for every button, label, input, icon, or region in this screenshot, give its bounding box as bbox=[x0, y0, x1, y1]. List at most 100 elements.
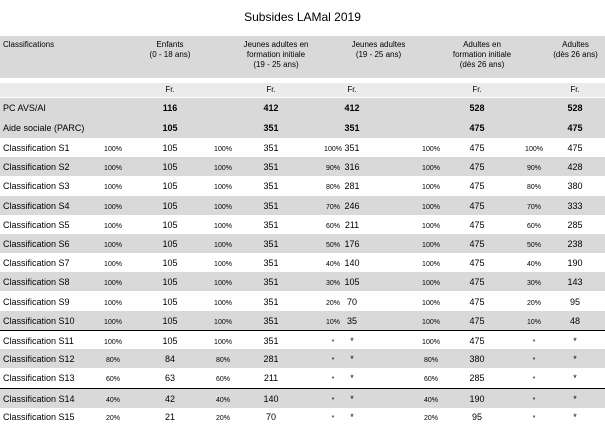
row-percent: 100% bbox=[422, 319, 440, 326]
row-percent: 100% bbox=[422, 165, 440, 172]
row-percent: 60% bbox=[526, 223, 541, 230]
row-percent: 50% bbox=[325, 242, 340, 249]
row-percent: 60% bbox=[325, 223, 340, 230]
row-percent: 100% bbox=[214, 223, 232, 230]
row-percent: 100% bbox=[104, 146, 122, 153]
row-value: 105 bbox=[162, 201, 178, 211]
row-percent: 70% bbox=[526, 204, 541, 211]
row-label: Classification S13 bbox=[3, 373, 75, 383]
header-classifications: Classifications bbox=[3, 40, 55, 49]
row-label: Classification S2 bbox=[3, 162, 70, 172]
row-percent: 60% bbox=[423, 376, 438, 383]
table-row: Classification S6 100% 105 100% 351 50% 176 100… bbox=[0, 234, 605, 253]
row-percent: 20% bbox=[526, 300, 541, 307]
row-percent: * bbox=[331, 339, 335, 346]
row-value: 105 bbox=[344, 277, 360, 287]
row-percent: * bbox=[532, 415, 536, 422]
row-value: 528 bbox=[469, 103, 485, 113]
row-percent: * bbox=[331, 376, 335, 383]
row-value: 105 bbox=[162, 297, 178, 307]
row-value: * bbox=[573, 394, 577, 404]
row-value: * bbox=[573, 354, 577, 364]
row-value: 105 bbox=[162, 258, 178, 268]
row-percent: 20% bbox=[105, 415, 120, 422]
table-row: Classification S9 100% 105 100% 351 20% 70 100%… bbox=[0, 292, 605, 311]
row-label: Classification S11 bbox=[3, 336, 74, 346]
row-value: 475 bbox=[469, 123, 485, 133]
row-value: 176 bbox=[344, 239, 360, 249]
row-value: 380 bbox=[567, 181, 583, 191]
row-percent: 100% bbox=[104, 261, 122, 268]
row-percent: 60% bbox=[215, 376, 230, 383]
row-value: 140 bbox=[263, 394, 279, 404]
table-header: Classifications Enfants (0 - 18 ans) Jeu… bbox=[0, 36, 605, 78]
header-adultes-formation: Adultes en formation initiale (dès 26 an… bbox=[452, 40, 512, 69]
table-row: Classification S2 100% 105 100% 351 90% 316 100… bbox=[0, 157, 605, 176]
row-value: 316 bbox=[344, 162, 360, 172]
row-value: 475 bbox=[567, 123, 583, 133]
row-percent: 100% bbox=[214, 146, 232, 153]
row-value: 35 bbox=[346, 316, 357, 326]
row-value: * bbox=[350, 336, 354, 346]
row-value: 528 bbox=[567, 103, 583, 113]
row-value: 475 bbox=[469, 316, 485, 326]
table-row: Classification S11 100% 105 100% 351 * * 100% 47… bbox=[0, 330, 605, 350]
row-percent: 100% bbox=[214, 165, 232, 172]
row-percent: 100% bbox=[422, 146, 440, 153]
row-value: 105 bbox=[162, 220, 178, 230]
row-value: 351 bbox=[263, 316, 279, 326]
row-value: 475 bbox=[469, 239, 485, 249]
header-jeunes-formation: Jeunes adultes en formation initiale (19… bbox=[243, 40, 309, 69]
header-adultes: Adultes (dès 26 ans) bbox=[553, 40, 598, 59]
row-percent: 100% bbox=[214, 204, 232, 211]
row-value: 105 bbox=[162, 277, 178, 287]
row-value: 105 bbox=[162, 123, 178, 133]
row-label: Classification S9 bbox=[3, 297, 70, 307]
row-percent: 70% bbox=[325, 204, 340, 211]
row-percent: 100% bbox=[422, 242, 440, 249]
row-value: 475 bbox=[469, 297, 485, 307]
row-percent: 100% bbox=[422, 280, 440, 287]
row-value: 105 bbox=[162, 143, 178, 153]
row-value: 475 bbox=[469, 162, 485, 172]
row-percent: 10% bbox=[526, 319, 541, 326]
row-percent: 100% bbox=[422, 339, 440, 346]
row-label: PC AVS/AI bbox=[3, 103, 46, 113]
row-percent: 100% bbox=[214, 339, 232, 346]
row-value: 333 bbox=[567, 201, 583, 211]
row-label: Classification S15 bbox=[3, 412, 75, 422]
row-value: 475 bbox=[469, 277, 485, 287]
row-value: 70 bbox=[265, 412, 276, 422]
row-percent: * bbox=[532, 357, 536, 364]
table-row: Classification S5 100% 105 100% 351 60% 211 100… bbox=[0, 215, 605, 234]
row-percent: 100% bbox=[104, 184, 122, 191]
currency-label: Fr. bbox=[266, 85, 276, 94]
row-value: 351 bbox=[263, 201, 279, 211]
row-value: 351 bbox=[344, 143, 360, 153]
row-value: 116 bbox=[162, 103, 178, 113]
row-value: 351 bbox=[263, 239, 279, 249]
row-label: Classification S4 bbox=[3, 201, 70, 211]
row-label: Classification S1 bbox=[3, 143, 70, 153]
row-value: 95 bbox=[569, 297, 580, 307]
row-value: * bbox=[350, 354, 354, 364]
row-percent: 80% bbox=[215, 357, 230, 364]
row-value: 70 bbox=[346, 297, 357, 307]
row-percent: * bbox=[331, 415, 335, 422]
row-percent: 80% bbox=[325, 184, 340, 191]
table-row: Classification S15 20% 21 20% 70 * * 20% 95 * * bbox=[0, 407, 605, 426]
row-value: 475 bbox=[469, 220, 485, 230]
row-value: * bbox=[573, 373, 577, 383]
row-value: 95 bbox=[471, 412, 482, 422]
row-percent: 100% bbox=[214, 280, 232, 287]
row-value: 105 bbox=[162, 316, 178, 326]
row-value: 21 bbox=[164, 412, 175, 422]
row-value: 412 bbox=[344, 103, 360, 113]
row-percent: 80% bbox=[526, 184, 541, 191]
table-row: Classification S10 100% 105 100% 351 10% 35 100… bbox=[0, 311, 605, 330]
currency-row: Fr. Fr. Fr. Fr. Fr. bbox=[0, 83, 605, 97]
row-value: 351 bbox=[263, 143, 279, 153]
row-percent: 100% bbox=[214, 300, 232, 307]
row-percent: 100% bbox=[104, 223, 122, 230]
